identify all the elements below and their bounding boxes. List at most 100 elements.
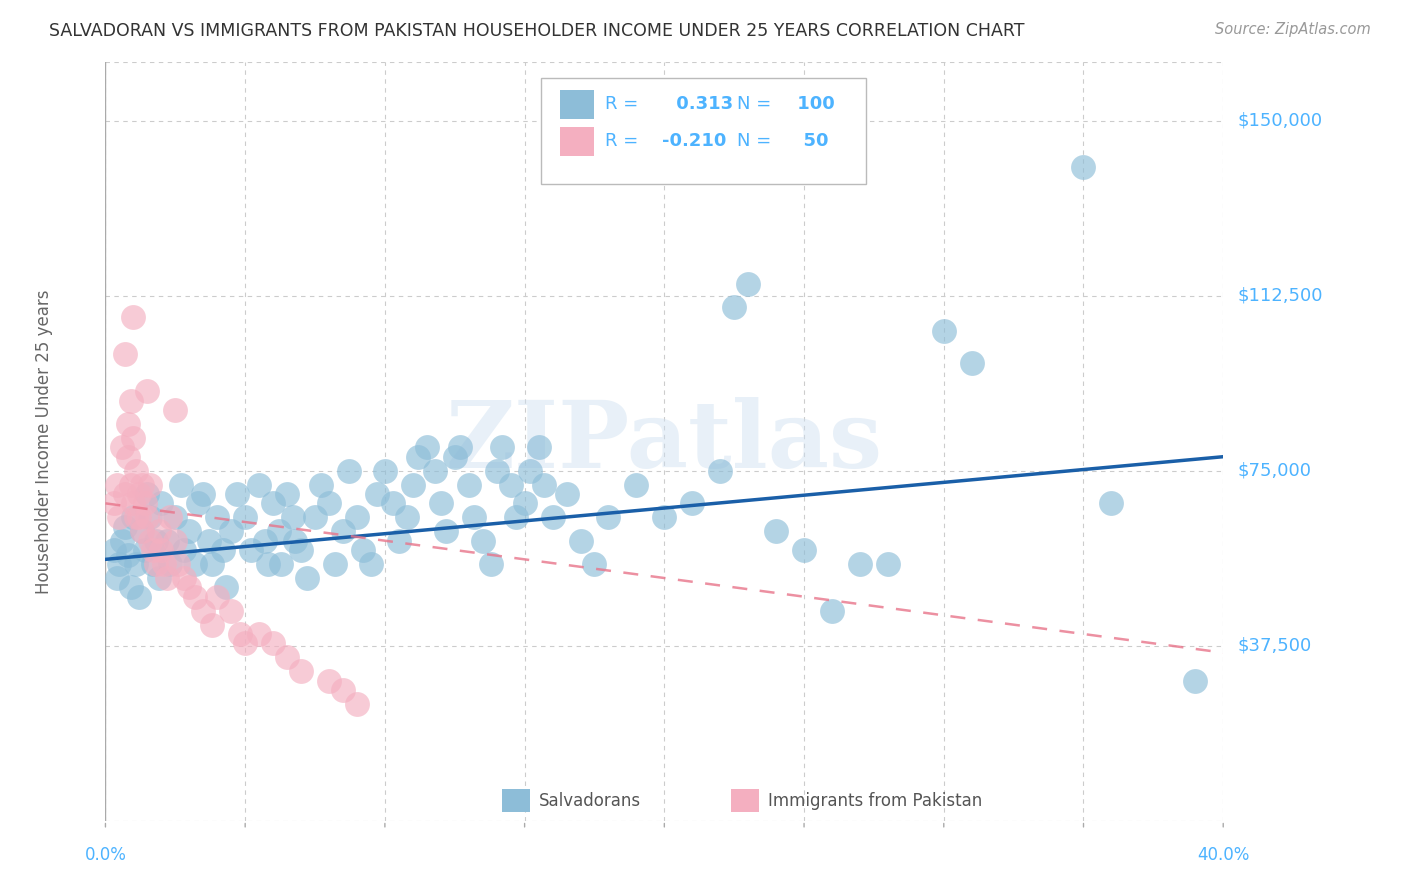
Point	[276, 650, 298, 665]
Point	[262, 496, 284, 510]
Point	[533, 477, 555, 491]
Point	[148, 524, 170, 539]
Point	[457, 477, 479, 491]
Point	[337, 464, 360, 478]
Point	[332, 683, 354, 698]
Point	[233, 636, 256, 650]
Point	[374, 464, 396, 478]
Text: 50: 50	[790, 131, 828, 150]
Point	[598, 510, 620, 524]
Point	[541, 510, 564, 524]
Point	[1073, 161, 1095, 175]
Point	[877, 557, 900, 571]
Point	[159, 510, 181, 524]
Point	[136, 510, 159, 524]
Point	[479, 557, 502, 571]
Point	[323, 557, 346, 571]
Text: 0.313: 0.313	[669, 95, 733, 113]
Point	[318, 496, 340, 510]
Bar	[502, 789, 530, 812]
Point	[247, 627, 270, 641]
Point	[1099, 496, 1122, 510]
Point	[111, 533, 134, 548]
Bar	[731, 789, 759, 812]
Point	[471, 533, 494, 548]
Point	[201, 557, 224, 571]
Point	[139, 510, 162, 524]
Point	[247, 477, 270, 491]
Point	[793, 543, 815, 558]
Point	[173, 571, 195, 585]
Point	[148, 571, 170, 585]
Point	[125, 557, 148, 571]
Point	[184, 557, 207, 571]
Text: Salvadorans: Salvadorans	[538, 792, 641, 810]
Point	[201, 617, 224, 632]
Point	[519, 464, 541, 478]
Point	[284, 533, 307, 548]
Point	[136, 384, 159, 399]
Point	[156, 533, 179, 548]
Point	[153, 557, 176, 571]
Point	[253, 533, 276, 548]
Point	[434, 524, 457, 539]
FancyBboxPatch shape	[541, 78, 866, 184]
Text: 40.0%: 40.0%	[1197, 846, 1250, 863]
Point	[122, 310, 145, 324]
Bar	[561, 127, 593, 156]
Text: R =: R =	[605, 95, 638, 113]
Point	[131, 477, 153, 491]
Point	[304, 510, 326, 524]
Text: Source: ZipAtlas.com: Source: ZipAtlas.com	[1215, 22, 1371, 37]
Point	[352, 543, 374, 558]
Text: 0.0%: 0.0%	[84, 846, 127, 863]
Point	[281, 510, 304, 524]
Point	[382, 496, 405, 510]
Point	[159, 557, 181, 571]
Point	[505, 510, 527, 524]
Point	[360, 557, 382, 571]
Text: 100: 100	[790, 95, 834, 113]
Point	[120, 580, 142, 594]
Point	[156, 571, 179, 585]
Point	[332, 524, 354, 539]
Point	[170, 477, 193, 491]
Point	[211, 543, 233, 558]
Point	[111, 441, 134, 455]
Point	[463, 510, 485, 524]
Point	[120, 393, 142, 408]
Text: N =: N =	[737, 131, 772, 150]
Point	[122, 496, 145, 510]
Point	[103, 543, 125, 558]
Point	[267, 524, 290, 539]
Point	[122, 510, 145, 524]
Point	[117, 548, 139, 562]
Point	[193, 487, 215, 501]
Point	[276, 487, 298, 501]
Point	[193, 604, 215, 618]
Point	[136, 487, 159, 501]
Point	[513, 496, 536, 510]
Point	[214, 580, 236, 594]
Point	[131, 524, 153, 539]
Point	[165, 510, 187, 524]
Point	[960, 356, 983, 370]
Point	[114, 347, 136, 361]
Point	[219, 604, 242, 618]
Point	[270, 557, 292, 571]
Point	[145, 533, 167, 548]
Point	[122, 431, 145, 445]
Point	[128, 590, 150, 604]
Point	[681, 496, 703, 510]
Text: -0.210: -0.210	[662, 131, 727, 150]
Text: $75,000: $75,000	[1237, 462, 1312, 480]
Text: R =: R =	[605, 131, 638, 150]
Point	[207, 590, 229, 604]
Point	[408, 450, 430, 464]
Point	[134, 496, 156, 510]
Text: SALVADORAN VS IMMIGRANTS FROM PAKISTAN HOUSEHOLDER INCOME UNDER 25 YEARS CORRELA: SALVADORAN VS IMMIGRANTS FROM PAKISTAN H…	[49, 22, 1025, 40]
Point	[416, 441, 439, 455]
Point	[173, 543, 195, 558]
Point	[499, 477, 522, 491]
Point	[139, 533, 162, 548]
